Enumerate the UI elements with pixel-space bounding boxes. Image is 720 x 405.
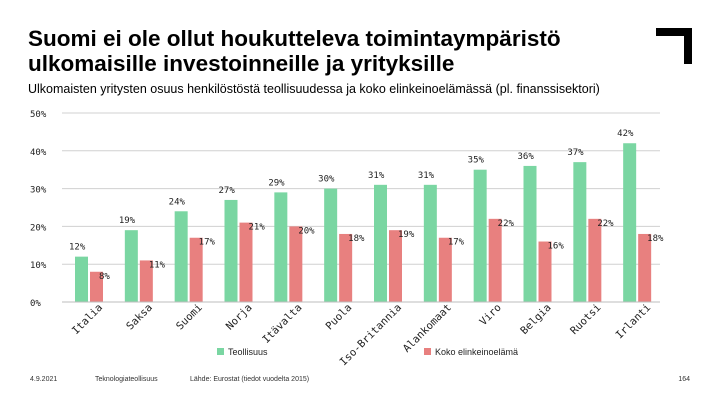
bar-koko-elinkeinoelama (488, 218, 502, 302)
data-label: 36% (518, 152, 535, 162)
bar-koko-elinkeinoelama (239, 222, 253, 302)
page-title: Suomi ei ole ollut houkutteleva toiminta… (28, 26, 561, 76)
bar-koko-elinkeinoelama (588, 218, 602, 302)
x-tick-label: Ruotsi (568, 302, 603, 337)
bar-teollisuus (324, 188, 338, 302)
data-label: 22% (498, 219, 515, 229)
bar-koko-elinkeinoelama (289, 226, 303, 302)
bar-teollisuus (374, 184, 387, 302)
x-tick-label: Norja (224, 302, 255, 333)
data-label: 37% (567, 148, 584, 158)
x-tick-label: Italia (70, 302, 105, 337)
x-tick-label: Viro (477, 302, 503, 328)
y-tick-label: 20% (30, 223, 47, 233)
bar-koko-elinkeinoelama (638, 233, 652, 302)
bar-teollisuus (124, 230, 138, 302)
y-tick-label: 30% (30, 186, 47, 196)
data-label: 19% (119, 216, 136, 226)
data-label: 21% (249, 223, 266, 233)
footer-org: Teknologiateollisuus (95, 376, 158, 383)
data-label: 18% (348, 234, 365, 244)
data-label: 20% (298, 226, 315, 236)
y-tick-label: 50% (30, 110, 47, 120)
data-label: 31% (368, 171, 385, 181)
data-label: 42% (617, 129, 634, 139)
data-label: 22% (597, 219, 614, 229)
bar-teollisuus (423, 184, 437, 302)
x-tick-label: Belgia (518, 302, 553, 337)
data-label: 17% (199, 238, 216, 248)
corner-logo-icon (656, 28, 692, 64)
data-label: 11% (149, 260, 166, 270)
data-label: 27% (219, 186, 236, 196)
x-tick-label: Suomi (174, 302, 205, 333)
chart-subtitle: Ulkomaisten yritysten osuus henkilöstöst… (28, 82, 600, 96)
data-label: 8% (99, 272, 110, 282)
data-label: 29% (268, 178, 285, 188)
y-tick-label: 40% (30, 148, 47, 158)
legend-label-koko-elinkeinoelama: Koko elinkeinoelämä (435, 347, 518, 357)
footer-date: 4.9.2021 (30, 376, 58, 383)
data-label: 12% (69, 243, 86, 253)
x-tick-label: Irlanti (614, 302, 654, 342)
footer-source: Lähde: Eurostat (tiedot vuodelta 2015) (190, 376, 310, 383)
y-tick-label: 0% (30, 299, 41, 309)
data-label: 31% (418, 171, 435, 181)
legend-swatch-koko-elinkeinoelama (424, 348, 431, 355)
x-tick-label: Itävalta (260, 302, 304, 346)
data-label: 24% (169, 197, 186, 207)
legend-label-teollisuus: Teollisuus (228, 347, 268, 357)
bar-teollisuus (174, 211, 188, 302)
bar-teollisuus (573, 162, 587, 302)
bar-teollisuus (274, 192, 288, 302)
bar-koko-elinkeinoelama (389, 230, 402, 302)
bar-koko-elinkeinoelama (189, 237, 203, 302)
bar-koko-elinkeinoelama (139, 260, 153, 302)
data-label: 30% (318, 175, 335, 185)
bar-teollisuus (473, 169, 487, 302)
bar-teollisuus (224, 199, 238, 302)
bar-teollisuus (523, 165, 537, 302)
page-number: 164 (678, 376, 690, 383)
data-label: 19% (398, 230, 415, 240)
data-label: 35% (468, 156, 485, 166)
bar-koko-elinkeinoelama (339, 233, 353, 302)
data-label: 16% (548, 242, 565, 252)
data-label: 17% (448, 238, 465, 248)
bar-koko-elinkeinoelama (538, 241, 552, 302)
x-tick-label: Saksa (124, 302, 155, 333)
bar-teollisuus (623, 143, 637, 302)
bar-teollisuus (75, 256, 88, 302)
data-label: 18% (647, 234, 664, 244)
bar-koko-elinkeinoelama (438, 237, 452, 302)
y-tick-label: 10% (30, 261, 47, 271)
x-tick-label: Puola (323, 302, 354, 333)
legend-swatch-teollisuus (217, 348, 224, 355)
bar-koko-elinkeinoelama (90, 271, 103, 302)
